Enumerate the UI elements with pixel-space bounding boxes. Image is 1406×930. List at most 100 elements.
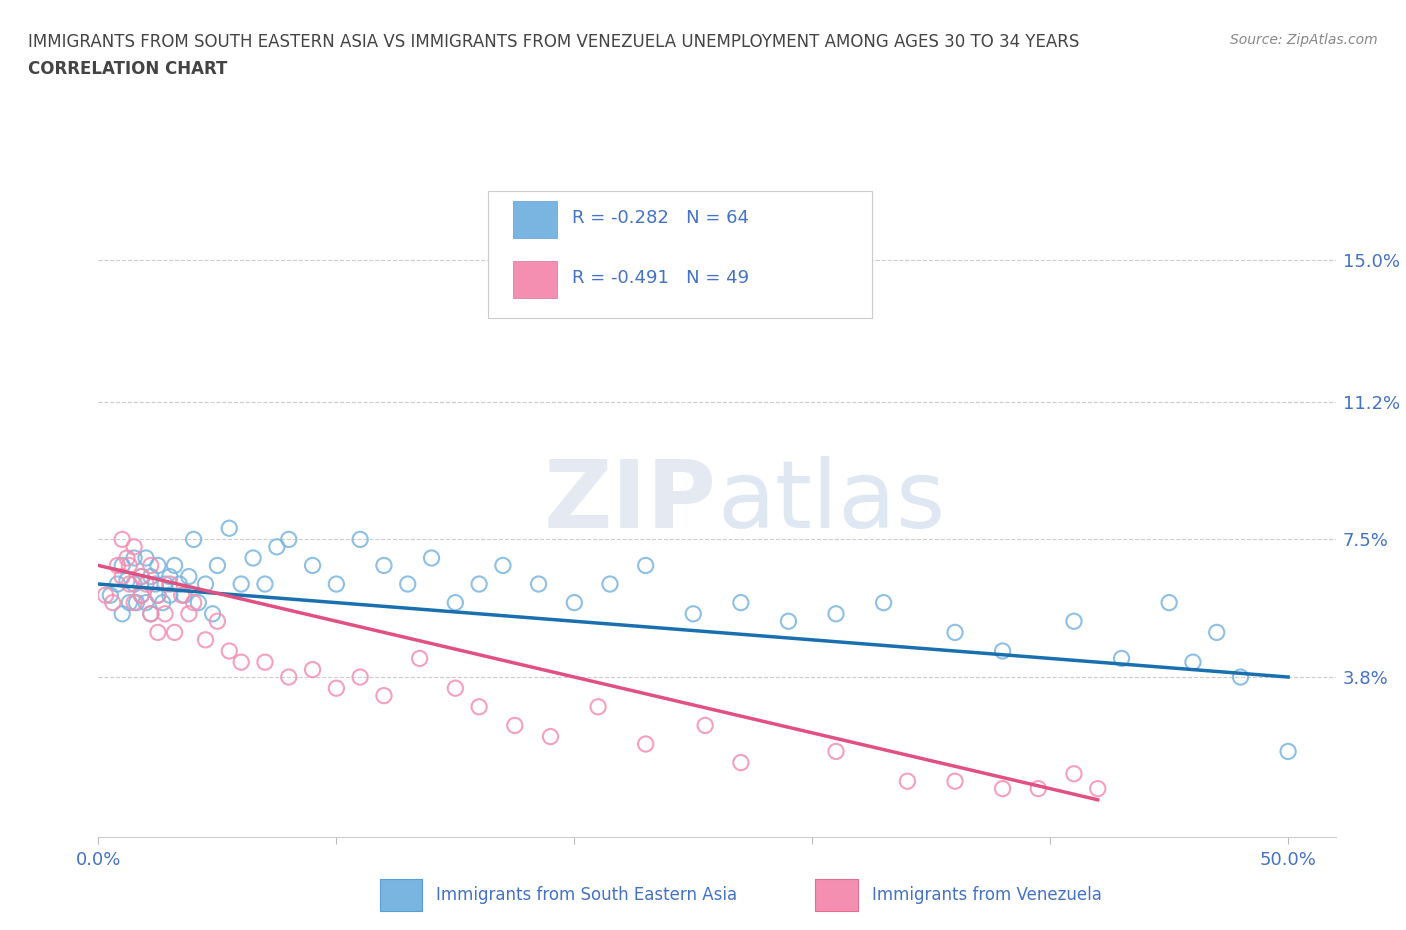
Text: Immigrants from Venezuela: Immigrants from Venezuela	[872, 886, 1101, 904]
Point	[562, 595, 585, 610]
Point	[349, 670, 371, 684]
Point	[139, 569, 162, 584]
Point	[253, 577, 276, 591]
Point	[145, 577, 167, 591]
Text: CORRELATION CHART: CORRELATION CHART	[28, 60, 228, 78]
FancyBboxPatch shape	[513, 201, 557, 238]
Point	[129, 588, 152, 603]
Point	[349, 532, 371, 547]
Point	[183, 595, 205, 610]
Point	[194, 577, 217, 591]
Point	[503, 718, 526, 733]
Text: IMMIGRANTS FROM SOUTH EASTERN ASIA VS IMMIGRANTS FROM VENEZUELA UNEMPLOYMENT AMO: IMMIGRANTS FROM SOUTH EASTERN ASIA VS IM…	[28, 33, 1080, 50]
Point	[444, 595, 467, 610]
Point	[135, 577, 157, 591]
Point	[527, 577, 550, 591]
Point	[139, 606, 162, 621]
Text: Immigrants from South Eastern Asia: Immigrants from South Eastern Asia	[436, 886, 737, 904]
Point	[586, 699, 609, 714]
Point	[1063, 614, 1085, 629]
Text: R = -0.282   N = 64: R = -0.282 N = 64	[572, 208, 749, 227]
Point	[1205, 625, 1227, 640]
Point	[139, 558, 162, 573]
Point	[1111, 651, 1133, 666]
Point	[177, 606, 200, 621]
Point	[115, 573, 138, 588]
Point	[207, 614, 229, 629]
Point	[1026, 781, 1049, 796]
Point	[373, 688, 395, 703]
Point	[146, 558, 169, 573]
Point	[101, 595, 124, 610]
Point	[540, 729, 562, 744]
Point	[170, 588, 193, 603]
Point	[146, 588, 169, 603]
Point	[159, 569, 181, 584]
Point	[231, 655, 253, 670]
Point	[122, 595, 145, 610]
Point	[129, 569, 152, 584]
Text: atlas: atlas	[717, 457, 945, 548]
Point	[187, 595, 209, 610]
Point	[115, 551, 138, 565]
Point	[201, 606, 224, 621]
Point	[173, 588, 195, 603]
Point	[111, 606, 134, 621]
Point	[107, 577, 129, 591]
Point	[695, 718, 717, 733]
Point	[177, 569, 200, 584]
Point	[373, 558, 395, 573]
Point	[242, 551, 264, 565]
Point	[420, 551, 443, 565]
Point	[1229, 670, 1251, 684]
FancyBboxPatch shape	[488, 191, 872, 318]
Point	[98, 588, 121, 603]
Point	[207, 558, 229, 573]
Point	[146, 625, 169, 640]
Point	[111, 532, 134, 547]
Point	[943, 625, 966, 640]
FancyBboxPatch shape	[815, 879, 858, 911]
Point	[159, 588, 181, 603]
Point	[231, 577, 253, 591]
Point	[125, 595, 148, 610]
Point	[111, 569, 134, 584]
Point	[778, 614, 800, 629]
Point	[730, 755, 752, 770]
Point	[135, 595, 157, 610]
Point	[277, 532, 299, 547]
Text: R = -0.491   N = 49: R = -0.491 N = 49	[572, 269, 749, 286]
Point	[118, 577, 141, 591]
FancyBboxPatch shape	[380, 879, 422, 911]
Point	[825, 744, 848, 759]
Point	[408, 651, 430, 666]
Point	[492, 558, 515, 573]
Point	[943, 774, 966, 789]
Point	[218, 521, 240, 536]
Point	[1277, 744, 1299, 759]
Point	[325, 681, 347, 696]
Point	[991, 781, 1014, 796]
Point	[266, 539, 288, 554]
Point	[301, 558, 323, 573]
Point	[152, 595, 174, 610]
Point	[122, 539, 145, 554]
Point	[111, 558, 134, 573]
Point	[444, 681, 467, 696]
Point	[682, 606, 704, 621]
Point	[163, 625, 186, 640]
Point	[153, 606, 176, 621]
Point	[1181, 655, 1204, 670]
Point	[218, 644, 240, 658]
Point	[118, 595, 141, 610]
Text: Source: ZipAtlas.com: Source: ZipAtlas.com	[1230, 33, 1378, 46]
Point	[135, 551, 157, 565]
Point	[183, 532, 205, 547]
Point	[634, 737, 657, 751]
Point	[163, 558, 186, 573]
Point	[277, 670, 299, 684]
Point	[396, 577, 419, 591]
Point	[94, 588, 117, 603]
Point	[634, 558, 657, 573]
Point	[599, 577, 621, 591]
